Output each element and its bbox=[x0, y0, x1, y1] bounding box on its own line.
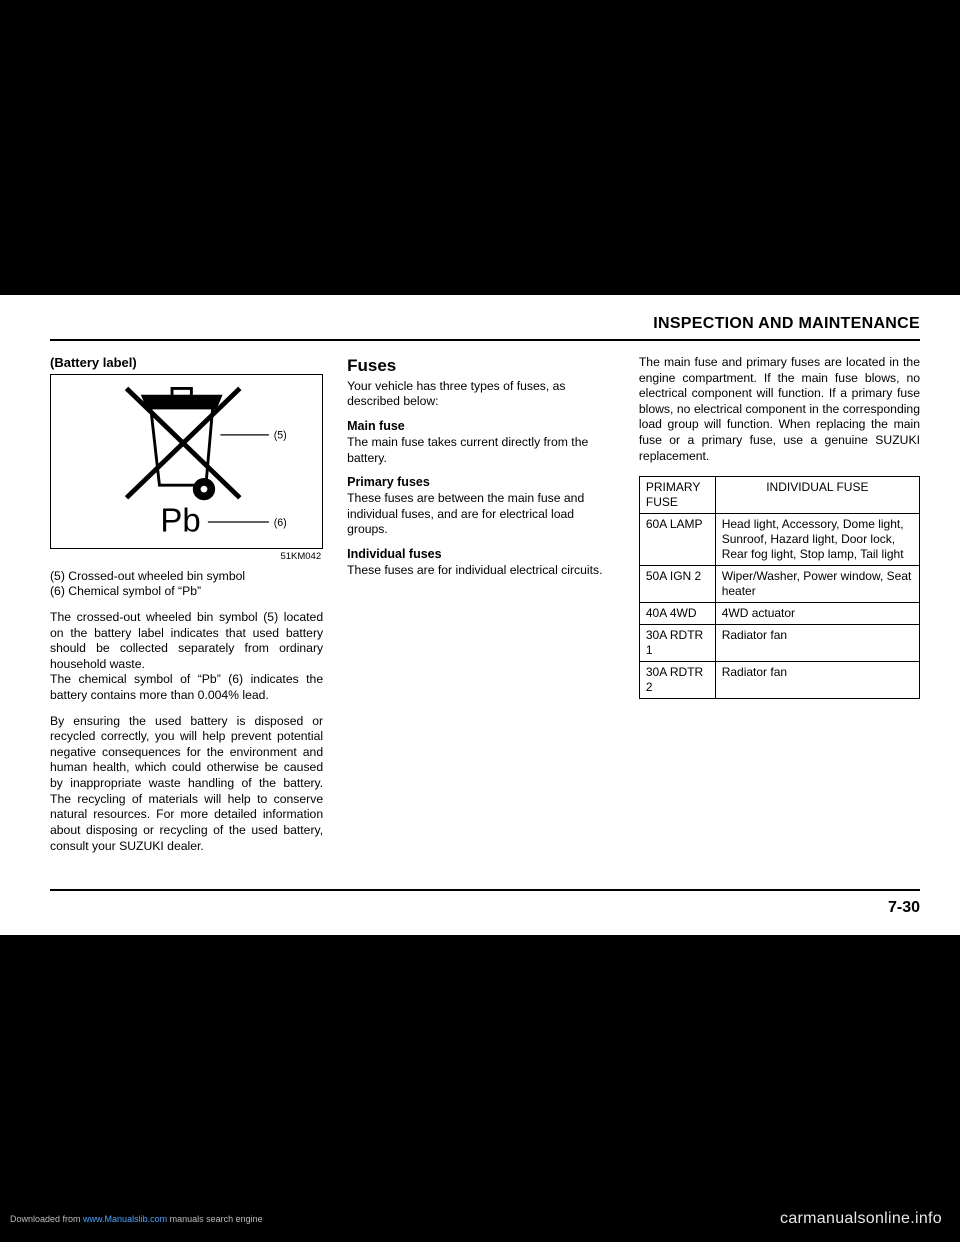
table-row: 60A LAMP Head light, Accessory, Dome lig… bbox=[639, 514, 919, 566]
battery-label-figure: (5) Pb (6) bbox=[50, 374, 323, 549]
columns: (Battery label) bbox=[50, 355, 920, 864]
legend-5: (5) Crossed-out wheeled bin symbol bbox=[50, 569, 323, 585]
main-fuse-text: The main fuse takes current directly fro… bbox=[347, 435, 615, 466]
site-footer: Downloaded from www.Manualslib.com manua… bbox=[0, 1200, 960, 1242]
primary-fuses-text: These fuses are between the main fuse an… bbox=[347, 491, 615, 538]
individual-fuses-text: These fuses are for individual electrica… bbox=[347, 563, 615, 579]
footer-right-text: carmanualsonline.info bbox=[780, 1210, 942, 1228]
table-row: 40A 4WD 4WD actuator bbox=[639, 603, 919, 625]
cell-primary: 50A IGN 2 bbox=[639, 566, 715, 603]
column-3: The main fuse and primary fuses are loca… bbox=[639, 355, 920, 864]
cell-primary: 60A LAMP bbox=[639, 514, 715, 566]
legend-6: (6) Chemical symbol of “Pb” bbox=[50, 584, 323, 600]
cell-primary: 30A RDTR 1 bbox=[639, 625, 715, 662]
figure-caption: 51KM042 bbox=[50, 551, 323, 563]
fuse-location-text: The main fuse and primary fuses are loca… bbox=[639, 355, 920, 464]
callout-6: (6) bbox=[274, 517, 287, 529]
fuses-heading: Fuses bbox=[347, 355, 615, 377]
para-disposal: By ensuring the used battery is disposed… bbox=[50, 714, 323, 854]
individual-fuses-heading: Individual fuses bbox=[347, 546, 615, 562]
table-row: 30A RDTR 1 Radiator fan bbox=[639, 625, 919, 662]
battery-label-heading: (Battery label) bbox=[50, 355, 323, 372]
th-primary: PRIMARY FUSE bbox=[639, 477, 715, 514]
column-1: (Battery label) bbox=[50, 355, 323, 864]
cell-individual: Wiper/Washer, Power window, Seat heater bbox=[715, 566, 919, 603]
footer-rule bbox=[50, 889, 920, 891]
cell-individual: Radiator fan bbox=[715, 625, 919, 662]
callout-5: (5) bbox=[274, 429, 287, 441]
primary-fuses-heading: Primary fuses bbox=[347, 474, 615, 490]
th-individual: INDIVIDUAL FUSE bbox=[715, 477, 919, 514]
crossed-bin-icon: (5) Pb (6) bbox=[51, 375, 322, 548]
footer-left-text: Downloaded from www.Manualslib.com manua… bbox=[10, 1214, 263, 1224]
cell-individual: Radiator fan bbox=[715, 662, 919, 699]
column-2: Fuses Your vehicle has three types of fu… bbox=[347, 355, 615, 864]
figure-legend: (5) Crossed-out wheeled bin symbol (6) C… bbox=[50, 569, 323, 600]
fuses-intro: Your vehicle has three types of fuses, a… bbox=[347, 379, 615, 410]
cell-individual: 4WD actuator bbox=[715, 603, 919, 625]
cell-individual: Head light, Accessory, Dome light, Sunro… bbox=[715, 514, 919, 566]
table-row: 50A IGN 2 Wiper/Washer, Power window, Se… bbox=[639, 566, 919, 603]
main-fuse-heading: Main fuse bbox=[347, 418, 615, 434]
section-header: INSPECTION AND MAINTENANCE bbox=[50, 315, 920, 333]
page-number: 7-30 bbox=[888, 899, 920, 917]
cell-primary: 30A RDTR 2 bbox=[639, 662, 715, 699]
manualslib-link[interactable]: www.Manualslib.com bbox=[83, 1214, 167, 1224]
fuse-table: PRIMARY FUSE INDIVIDUAL FUSE 60A LAMP He… bbox=[639, 476, 920, 699]
manual-page: INSPECTION AND MAINTENANCE (Battery labe… bbox=[0, 295, 960, 935]
pb-symbol: Pb bbox=[160, 501, 200, 538]
header-rule bbox=[50, 339, 920, 341]
table-row: 30A RDTR 2 Radiator fan bbox=[639, 662, 919, 699]
cell-primary: 40A 4WD bbox=[639, 603, 715, 625]
para-bin-symbol: The crossed-out wheeled bin symbol (5) l… bbox=[50, 610, 323, 704]
table-header-row: PRIMARY FUSE INDIVIDUAL FUSE bbox=[639, 477, 919, 514]
